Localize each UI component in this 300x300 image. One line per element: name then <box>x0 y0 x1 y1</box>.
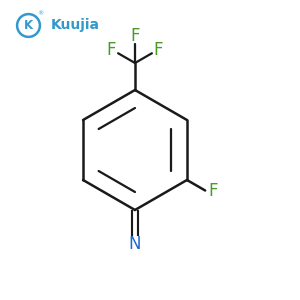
Text: K: K <box>24 19 33 32</box>
Text: F: F <box>130 27 140 45</box>
Text: N: N <box>129 235 141 253</box>
Text: F: F <box>208 182 218 200</box>
Text: Kuujia: Kuujia <box>50 19 100 32</box>
Text: ®: ® <box>38 11 44 16</box>
Text: F: F <box>154 41 163 59</box>
Text: F: F <box>107 41 116 59</box>
